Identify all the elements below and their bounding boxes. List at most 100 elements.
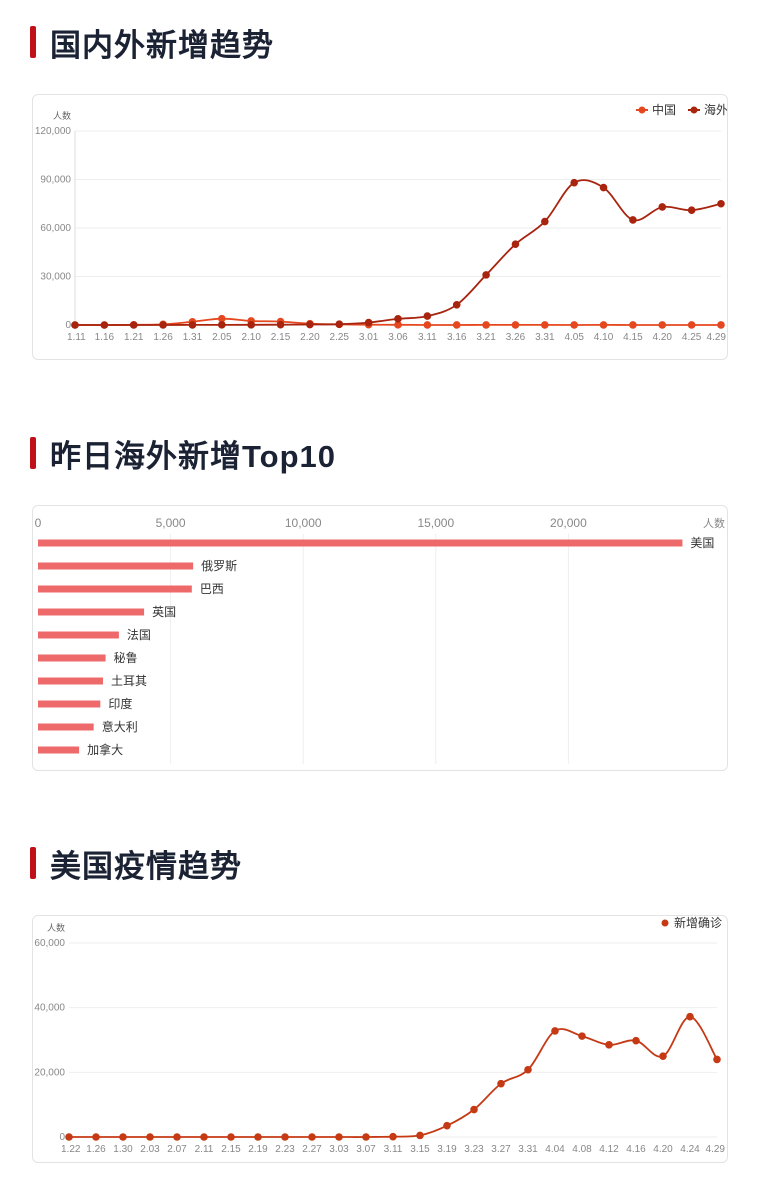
x-tick-label: 1.22 (61, 1144, 81, 1155)
x-tick-label: 3.07 (356, 1144, 376, 1155)
bar-label: 巴西 (200, 582, 224, 596)
x-tick-label: 4.20 (653, 1144, 673, 1155)
data-point (218, 321, 226, 329)
x-tick-label: 4.20 (653, 332, 673, 343)
x-tick-label: 10,000 (285, 516, 322, 530)
x-tick-label: 2.23 (275, 1144, 295, 1155)
bar (38, 585, 192, 593)
x-tick-label: 2.27 (302, 1144, 322, 1155)
x-tick-label: 2.19 (248, 1144, 268, 1155)
data-point (443, 1121, 451, 1130)
x-tick-label: 3.27 (491, 1144, 511, 1155)
data-point (717, 199, 725, 208)
bar-label: 俄罗斯 (201, 559, 237, 573)
x-tick-label: 1.26 (153, 332, 173, 343)
x-tick-label: 2.11 (195, 1144, 214, 1155)
x-tick-label: 3.03 (329, 1144, 349, 1155)
data-point (658, 203, 667, 211)
x-tick-label: 3.11 (418, 332, 437, 343)
data-point (541, 217, 549, 226)
data-point (511, 240, 520, 248)
x-tick-label: 3.21 (476, 332, 496, 343)
data-point (71, 321, 79, 329)
legend-marker (638, 106, 646, 114)
section-title-text: 国内外新增趋势 (50, 27, 274, 63)
data-point (658, 321, 667, 329)
data-point (551, 1027, 559, 1035)
data-point (335, 320, 344, 328)
data-point (416, 1131, 424, 1140)
section-title-text: 美国疫情趋势 (50, 848, 242, 884)
x-tick-label: 4.10 (594, 332, 614, 343)
data-point (482, 271, 490, 279)
x-tick-label: 1.31 (183, 332, 203, 343)
data-point (632, 1036, 640, 1045)
title-accent-bar (30, 26, 36, 58)
data-point (146, 1133, 154, 1141)
x-tick-label: 3.31 (535, 332, 555, 343)
data-point (717, 321, 725, 329)
data-point (276, 320, 285, 329)
x-tick-label: 4.25 (682, 332, 702, 343)
legend-marker (690, 106, 698, 114)
bar-label: 意大利 (102, 719, 138, 734)
bar (38, 631, 119, 639)
data-point (281, 1133, 289, 1141)
data-point (129, 321, 138, 329)
x-tick-label: 3.26 (506, 332, 526, 343)
data-point (687, 321, 696, 329)
x-tick-label: 2.15 (221, 1144, 241, 1155)
bar (38, 562, 194, 570)
bar (38, 654, 106, 662)
x-tick-label: 4.16 (626, 1144, 646, 1155)
data-point (599, 183, 608, 192)
y-tick-label: 90,000 (40, 175, 71, 186)
data-point (629, 321, 637, 329)
y-tick-label: 120,000 (35, 126, 72, 137)
section-title-top10: 昨日海外新增Top10 (30, 435, 336, 474)
data-point (100, 321, 109, 329)
x-tick-label: 15,000 (417, 516, 454, 530)
series-line (74, 179, 722, 326)
data-point (570, 178, 578, 187)
bar (38, 539, 683, 547)
data-point (687, 206, 696, 215)
x-tick-label: 3.01 (359, 332, 379, 343)
data-point (308, 1133, 316, 1141)
data-point (159, 321, 167, 329)
bar-label: 法国 (127, 628, 151, 642)
data-point (394, 315, 402, 323)
legend-marker (661, 919, 669, 927)
legend-label: 海外 (704, 102, 727, 117)
x-tick-label: 1.30 (113, 1144, 133, 1155)
data-point (394, 321, 402, 329)
bar-label: 美国 (690, 536, 714, 550)
x-tick-label: 2.03 (140, 1144, 160, 1155)
data-point (227, 1133, 235, 1141)
y-axis-label: 人数 (53, 110, 71, 121)
x-tick-label: 2.10 (241, 332, 261, 343)
x-tick-label: 5,000 (156, 516, 186, 530)
x-tick-label: 4.12 (599, 1144, 619, 1155)
x-tick-label: 4.29 (707, 332, 727, 343)
x-tick-label: 0 (35, 516, 42, 530)
data-point (306, 320, 314, 329)
bar (38, 746, 80, 754)
bar (38, 608, 145, 616)
x-tick-label: 2.05 (212, 332, 232, 343)
x-tick-label: 3.11 (384, 1144, 403, 1155)
legend-label: 中国 (652, 102, 676, 117)
y-tick-label: 0 (59, 1132, 65, 1143)
x-tick-label: 1.26 (86, 1144, 106, 1155)
x-tick-label: 2.15 (271, 332, 291, 343)
y-tick-label: 40,000 (34, 1003, 65, 1014)
bar-label: 加拿大 (87, 742, 123, 757)
x-tick-label: 2.20 (300, 332, 320, 343)
x-tick-label: 1.21 (124, 332, 144, 343)
chart-card-trend: 0 30,000 60,000 90,000 120,000 人数 1.11 1.16 1.21… (32, 94, 728, 360)
bar-label: 英国 (152, 605, 176, 619)
bar (38, 677, 103, 685)
data-point (578, 1032, 586, 1040)
x-tick-label: 3.31 (518, 1144, 538, 1155)
x-tick-label: 20,000 (550, 516, 587, 530)
